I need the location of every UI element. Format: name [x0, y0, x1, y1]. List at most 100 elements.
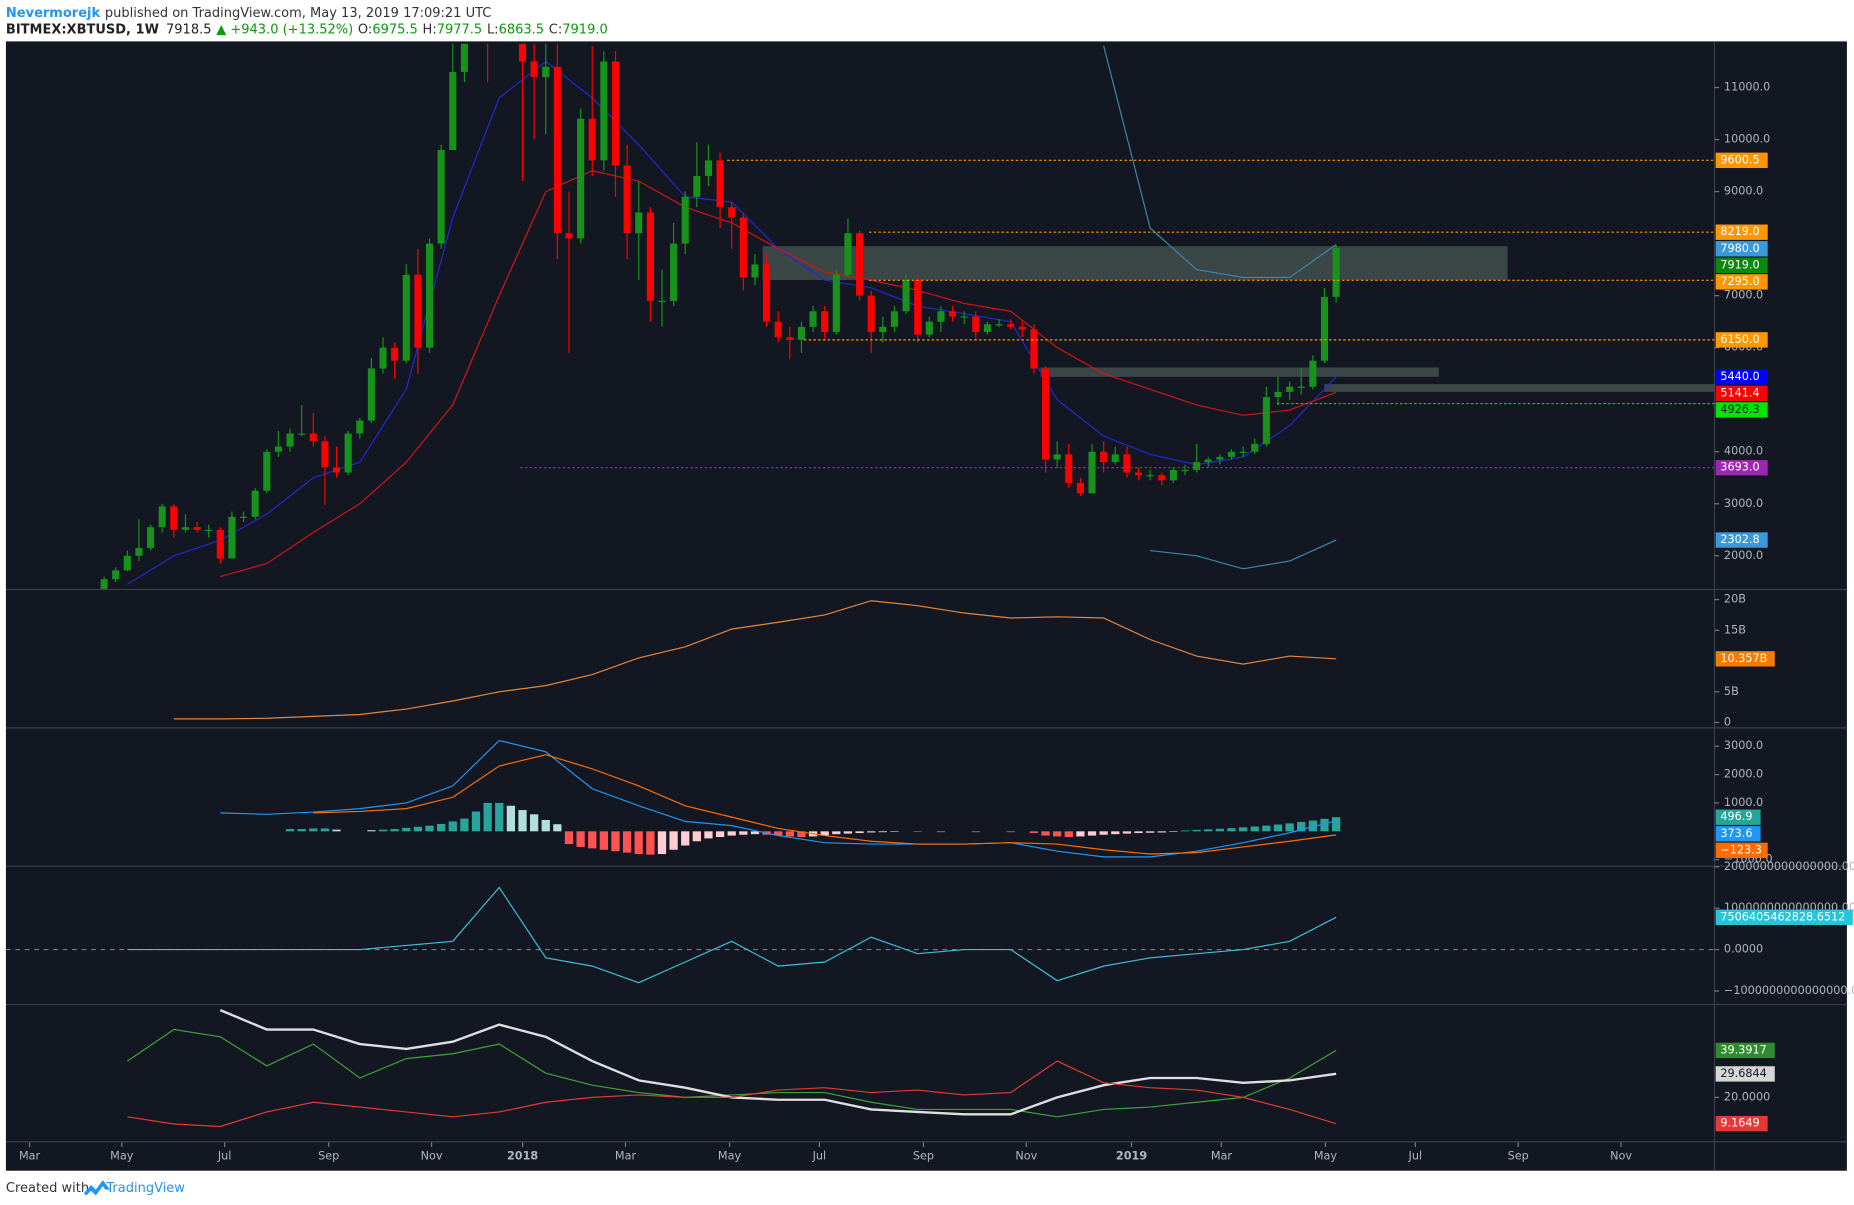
ohlc-label: H: [423, 22, 437, 37]
series-line [127, 886, 1337, 984]
price-tag [1715, 385, 1768, 402]
y-tick-label: 5B [1724, 685, 1739, 698]
candle-body [646, 212, 654, 301]
histogram-bar [1029, 831, 1039, 834]
histogram-bar [297, 829, 306, 832]
price-tag-label: 7919.0 [1720, 258, 1759, 271]
candle-body [1123, 454, 1131, 473]
histogram-bar [1099, 831, 1108, 835]
candle-body [344, 433, 352, 473]
histogram-bar [692, 831, 701, 842]
candle-body [518, 43, 527, 62]
candle-body [332, 467, 341, 473]
candle-body [100, 579, 108, 589]
footer-brand[interactable]: TradingView [105, 1181, 185, 1196]
y-tick-label: 3000.0 [1724, 739, 1763, 752]
candle-body [728, 207, 736, 218]
price-tag [1715, 369, 1768, 385]
candle-body [1146, 475, 1154, 477]
candle-body [670, 243, 678, 301]
histogram-bar [1122, 831, 1132, 834]
last-price: 7918.5 [166, 22, 211, 37]
y-tick-label: 11000.0 [1724, 81, 1770, 94]
candle-body [739, 217, 747, 278]
series-line [220, 170, 1337, 578]
histogram-bar [588, 831, 597, 849]
candle-body [1332, 247, 1340, 297]
candle-body [1204, 459, 1212, 463]
x-tick-label: May [1314, 1150, 1338, 1163]
symbol: BITMEX:XBTUSD, 1W [6, 22, 159, 37]
ohlc-label: O: [358, 22, 372, 37]
price-tag-label: 7506405462828.6512 [1720, 910, 1845, 923]
candle-body [414, 274, 422, 348]
y-tick-label: −1000000000000000.0000 [1724, 984, 1854, 997]
candle-body [460, 43, 468, 72]
y-tick-label: 7000.0 [1724, 289, 1763, 302]
price-tag [1715, 241, 1768, 257]
histogram-bar [1169, 831, 1178, 832]
price-tag [1715, 651, 1775, 667]
histogram-bar [320, 828, 330, 832]
candle-body [1227, 451, 1236, 457]
candle-body [960, 316, 968, 318]
candle-body [437, 149, 445, 244]
series-line [220, 739, 1337, 858]
price-tag-label: 6150.0 [1720, 333, 1759, 346]
histogram-bar [1157, 831, 1166, 833]
price-tag [1715, 532, 1768, 548]
histogram-bar [855, 831, 864, 834]
histogram-bar [1041, 831, 1050, 836]
panel [100, 43, 1715, 589]
histogram-bar [390, 829, 399, 832]
histogram-bar [564, 831, 574, 845]
price-tag [1715, 842, 1768, 859]
price-tag-label: 4926.3 [1720, 403, 1759, 416]
histogram-bar [1273, 824, 1283, 832]
published: published on TradingView.com, May 13, 20… [105, 6, 492, 21]
price-tag-label: 29.6844 [1720, 1067, 1766, 1080]
price-tag-label: 9600.5 [1720, 153, 1759, 166]
histogram-bar [1204, 829, 1213, 832]
y-tick-label: 2000.0 [1724, 768, 1763, 781]
candle-body [623, 165, 631, 234]
y-tick-label: 2000.0 [1724, 549, 1763, 562]
candle-body [1262, 397, 1270, 444]
chart-layer: Mar May Jul Sep Nov 2018 Mar May Jul Sep Nov 2019 Ma… [5, 41, 1854, 1171]
candle-body [1181, 469, 1189, 472]
price-tag [1715, 909, 1853, 925]
price-tag-label: 3693.0 [1720, 461, 1759, 474]
histogram-bar [495, 802, 504, 832]
price-tag-label: 8219.0 [1720, 225, 1759, 238]
y-tick-label: 4000.0 [1724, 445, 1763, 458]
price-tag-label: 373.6 [1720, 827, 1752, 840]
ohlc-label: L: [487, 22, 499, 37]
histogram-bar [843, 831, 853, 834]
histogram-bar [704, 831, 713, 839]
candle-body [542, 66, 550, 78]
candle-body [1239, 451, 1247, 453]
candle-body [1111, 454, 1119, 463]
price-tag-label: 7980.0 [1720, 242, 1759, 255]
candle-body [309, 433, 317, 442]
histogram-bar [936, 831, 946, 833]
series-line [1103, 45, 1337, 279]
price-tag-label: 5141.4 [1720, 386, 1759, 399]
symbol-line: BITMEX:XBTUSD, 1W 7918.5 ▲ +943.0 (+13.52%… [6, 22, 608, 37]
candle-body [1274, 391, 1282, 398]
candle-body [693, 175, 701, 197]
histogram-bar [437, 823, 446, 832]
candle-body [856, 233, 864, 296]
candle-body [925, 321, 933, 335]
histogram-bar [878, 831, 887, 833]
histogram-bar [448, 821, 457, 832]
ohlc-value: 6863.5 [499, 22, 544, 37]
histogram-bar [715, 831, 725, 838]
candle-body [937, 311, 945, 322]
price-tag [1715, 826, 1761, 842]
candle-body [658, 300, 666, 303]
candle-body [600, 61, 608, 161]
ohlc-value: 6975.5 [372, 22, 417, 37]
candle-body [565, 233, 573, 239]
histogram-bar [1076, 831, 1085, 837]
